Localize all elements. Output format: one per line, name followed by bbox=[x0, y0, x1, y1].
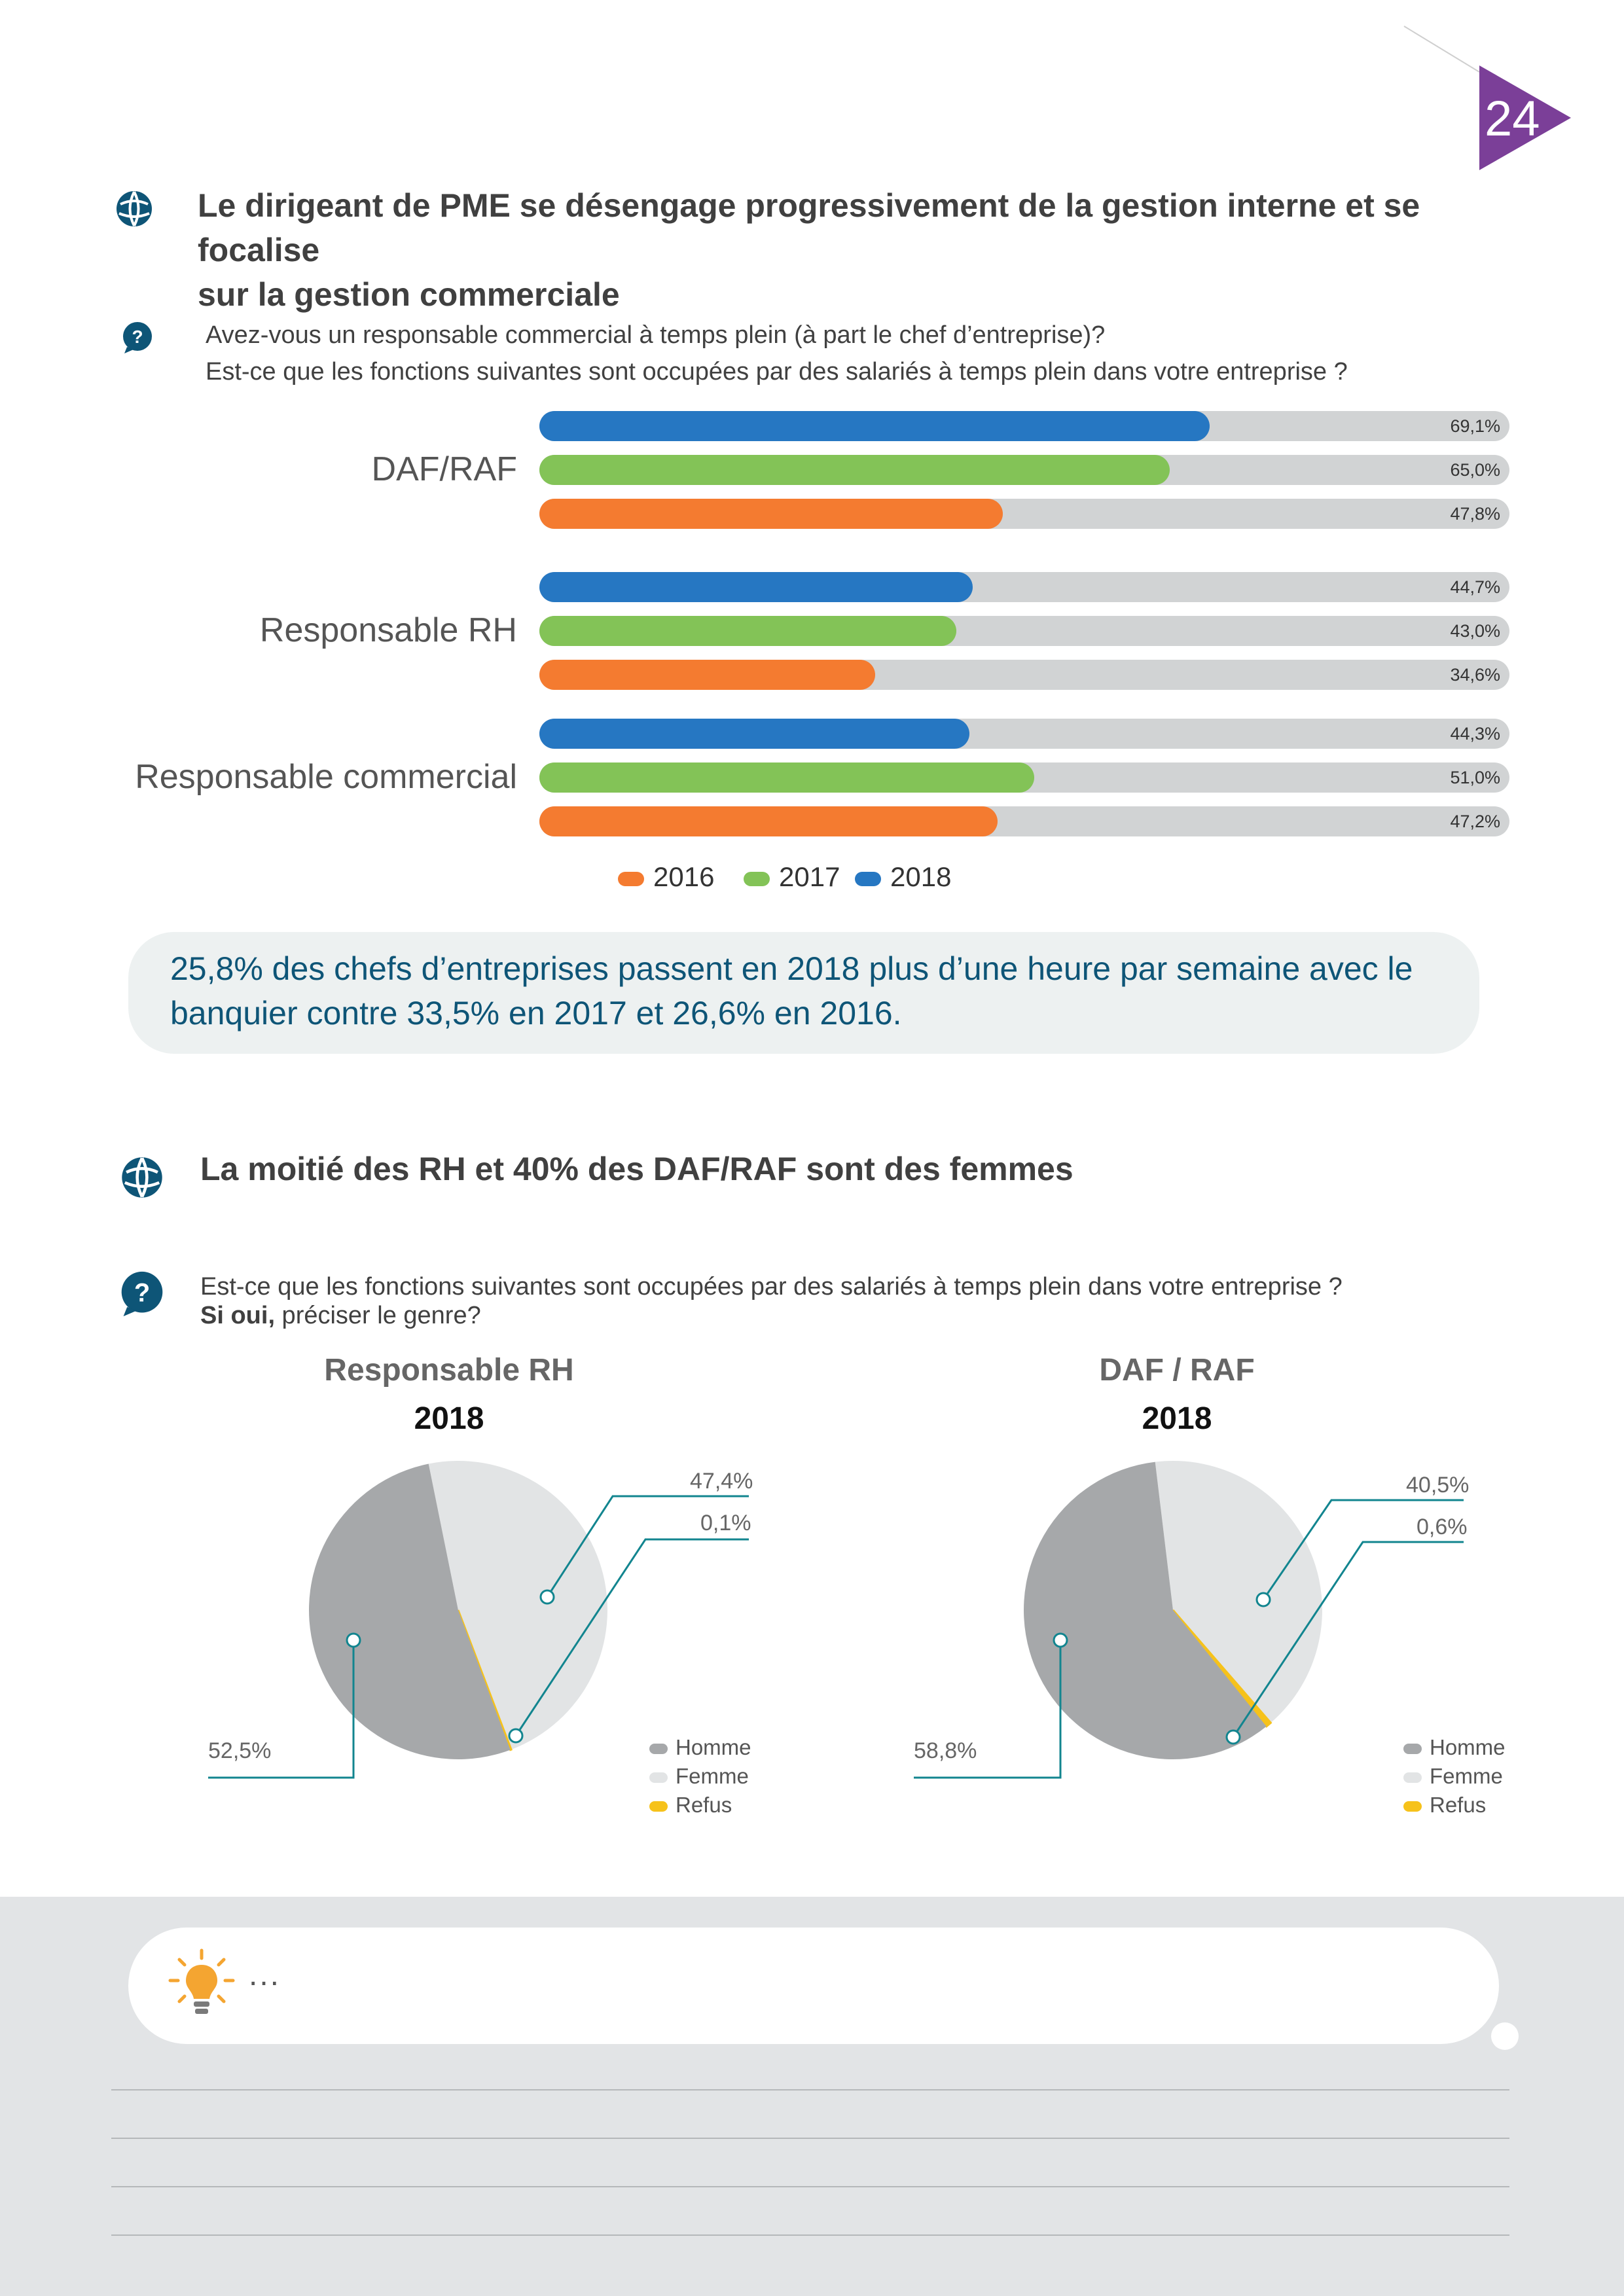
pie-legend-label: Homme bbox=[676, 1735, 751, 1759]
category-label: DAF/RAF bbox=[20, 450, 517, 489]
note-bubble-tail bbox=[1491, 2022, 1519, 2050]
legend-swatch bbox=[855, 872, 881, 886]
legend-item-2016: 2016 bbox=[618, 861, 714, 893]
bar-2016 bbox=[539, 806, 998, 836]
leader-dot-homme bbox=[347, 1634, 360, 1647]
bar-value-label: 47,8% bbox=[1422, 504, 1500, 524]
bar-value-label: 69,1% bbox=[1422, 416, 1500, 437]
pie-legend-swatch bbox=[649, 1801, 668, 1812]
pie-legend-item: Femme bbox=[1403, 1762, 1506, 1791]
pie-legend-swatch bbox=[1403, 1744, 1422, 1754]
pie-subtitle: 2018 bbox=[981, 1401, 1373, 1437]
svg-text:?: ? bbox=[132, 327, 143, 347]
pie-value-homme: 58,8% bbox=[914, 1738, 977, 1764]
pie-legend-label: Femme bbox=[1430, 1764, 1503, 1788]
bar-value-label: 43,0% bbox=[1422, 621, 1500, 641]
bar-2016 bbox=[539, 499, 1003, 529]
legend-label: 2018 bbox=[890, 861, 951, 892]
bar-2018 bbox=[539, 411, 1210, 441]
legend-item-2018: 2018 bbox=[855, 861, 951, 893]
legend-swatch bbox=[618, 872, 644, 886]
question-icon: ? bbox=[120, 321, 154, 355]
question-icon: ? bbox=[118, 1270, 166, 1318]
section-title-line2: sur la gestion commerciale bbox=[198, 272, 1533, 317]
bar-2018 bbox=[539, 719, 969, 749]
bar-2017 bbox=[539, 762, 1034, 793]
question2-rest: préciser le genre? bbox=[275, 1302, 481, 1329]
pie-slice-homme bbox=[1024, 1462, 1267, 1759]
bar-value-label: 51,0% bbox=[1422, 768, 1500, 788]
pie-legend-item: Refus bbox=[649, 1791, 751, 1820]
callout-line2: banquier contre 33,5% en 2017 et 26,6% e… bbox=[170, 991, 1466, 1035]
leader-dot-refus bbox=[1227, 1731, 1240, 1744]
bar-value-label: 44,7% bbox=[1422, 577, 1500, 598]
pie-value-femme: 40,5% bbox=[1406, 1473, 1469, 1498]
category-label: Responsable commercial bbox=[20, 757, 517, 797]
pie-legend-swatch bbox=[1403, 1772, 1422, 1783]
question1-line2: Est-ce que les fonctions suivantes sont … bbox=[206, 353, 1515, 390]
pie-legend-swatch bbox=[1403, 1801, 1422, 1812]
category-label: Responsable RH bbox=[20, 611, 517, 650]
question1-line1: Avez-vous un responsable commercial à te… bbox=[206, 317, 1515, 353]
note-line bbox=[111, 2234, 1509, 2236]
pie-legend-item: Homme bbox=[1403, 1733, 1506, 1762]
leader-dot-refus bbox=[509, 1729, 522, 1742]
note-line bbox=[111, 2186, 1509, 2187]
bar-value-label: 34,6% bbox=[1422, 665, 1500, 685]
globe-icon bbox=[115, 190, 153, 228]
leader-line-refus bbox=[1233, 1542, 1464, 1737]
pie-slice-refus bbox=[1173, 1610, 1271, 1727]
bar-2017 bbox=[539, 455, 1170, 485]
pie-legend-label: Homme bbox=[1430, 1735, 1506, 1759]
pie-value-femme: 47,4% bbox=[690, 1469, 753, 1494]
legend-label: 2017 bbox=[779, 861, 840, 892]
lightbulb-icon bbox=[168, 1948, 236, 2020]
legend-item-2017: 2017 bbox=[744, 861, 840, 893]
bar-value-label: 47,2% bbox=[1422, 812, 1500, 832]
pie-title: DAF / RAF bbox=[981, 1352, 1373, 1388]
pie-title: Responsable RH bbox=[253, 1352, 645, 1388]
pie-value-refus: 0,1% bbox=[700, 1511, 751, 1536]
question2-bold: Si oui, bbox=[200, 1302, 275, 1329]
pie-legend-item: Homme bbox=[649, 1733, 751, 1762]
globe-icon bbox=[120, 1156, 164, 1199]
pie-value-homme: 52,5% bbox=[208, 1738, 271, 1764]
bar-2017 bbox=[539, 616, 956, 646]
question2-line1: Est-ce que les fonctions suivantes sont … bbox=[200, 1272, 1549, 1301]
leader-dot-femme bbox=[541, 1590, 554, 1604]
pie-legend-label: Refus bbox=[676, 1793, 732, 1817]
note-box[interactable] bbox=[128, 1928, 1499, 2044]
callout-line1: 25,8% des chefs d’entreprises passent en… bbox=[170, 946, 1466, 991]
pie-value-refus: 0,6% bbox=[1416, 1515, 1468, 1540]
pie-slice-femme bbox=[1155, 1461, 1322, 1723]
pie-legend: Homme Femme Refus bbox=[1403, 1733, 1506, 1820]
pie-subtitle: 2018 bbox=[253, 1401, 645, 1437]
pie-legend-label: Refus bbox=[1430, 1793, 1486, 1817]
note-line bbox=[111, 2089, 1509, 2090]
legend-swatch bbox=[744, 872, 770, 886]
pie-legend-item: Femme bbox=[649, 1762, 751, 1791]
pie-slice-refus bbox=[458, 1610, 511, 1750]
page-number: 24 bbox=[1485, 90, 1540, 147]
pie-legend-swatch bbox=[649, 1772, 668, 1783]
svg-text:?: ? bbox=[134, 1278, 150, 1307]
legend-label: 2016 bbox=[653, 861, 714, 892]
note-text[interactable]: ... bbox=[249, 1957, 281, 1993]
bar-2018 bbox=[539, 572, 973, 602]
pie-legend-label: Femme bbox=[676, 1764, 749, 1788]
bar-value-label: 44,3% bbox=[1422, 724, 1500, 744]
leader-line-refus bbox=[516, 1539, 749, 1736]
pie-legend: Homme Femme Refus bbox=[649, 1733, 751, 1820]
pie-legend-item: Refus bbox=[1403, 1791, 1506, 1820]
note-line bbox=[111, 2138, 1509, 2139]
leader-dot-femme bbox=[1257, 1593, 1270, 1606]
section2-title: La moitié des RH et 40% des DAF/RAF sont… bbox=[200, 1147, 1509, 1191]
leader-dot-homme bbox=[1054, 1634, 1067, 1647]
bar-2016 bbox=[539, 660, 875, 690]
pie-legend-swatch bbox=[649, 1744, 668, 1754]
pie-slice-femme bbox=[429, 1461, 607, 1749]
bar-value-label: 65,0% bbox=[1422, 460, 1500, 480]
section-title-line1: Le dirigeant de PME se désengage progres… bbox=[198, 183, 1533, 272]
pie-slice-homme bbox=[309, 1464, 511, 1759]
